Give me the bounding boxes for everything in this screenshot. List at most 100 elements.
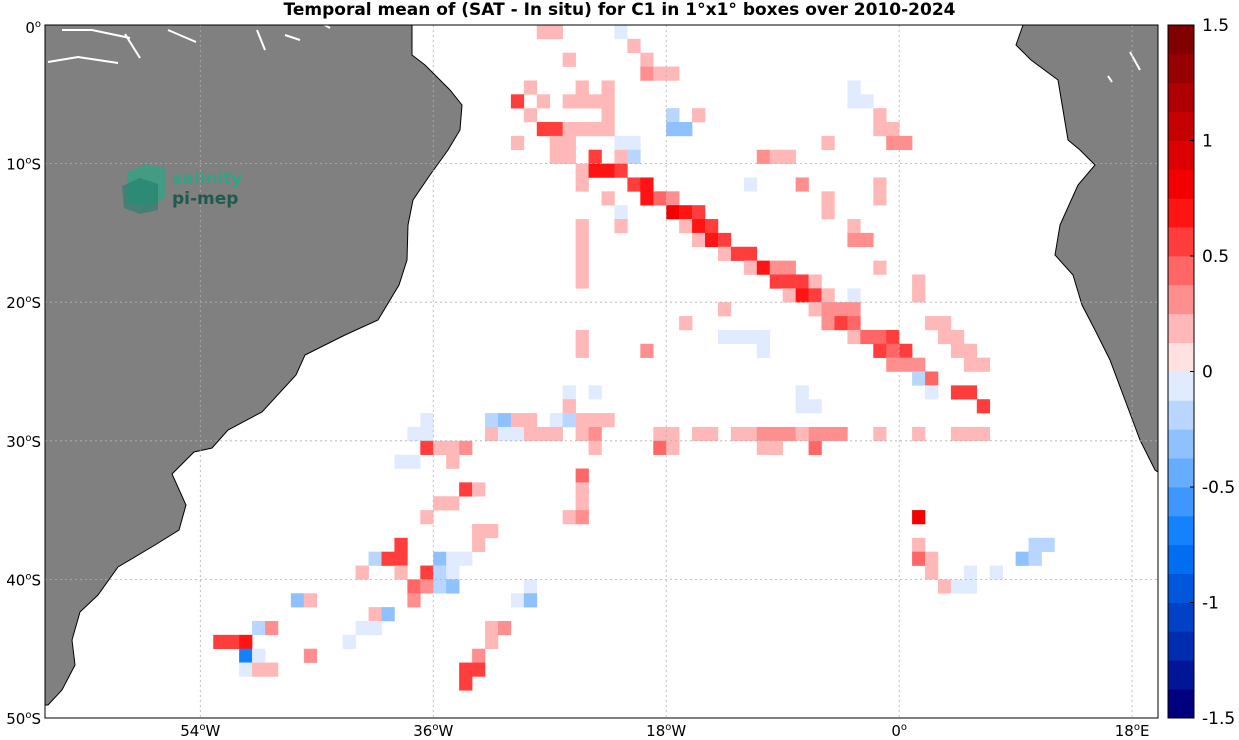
colorbar-segment xyxy=(1168,140,1194,170)
heatmap-cell xyxy=(963,565,978,580)
heatmap-cell xyxy=(821,426,835,442)
heatmap-cell xyxy=(989,565,1003,580)
heatmap-cell xyxy=(640,66,654,81)
heatmap-cell xyxy=(743,177,758,192)
heatmap-cell xyxy=(925,316,939,331)
heatmap-cell xyxy=(420,413,434,428)
heatmap-cell xyxy=(717,246,732,261)
heatmap-cell xyxy=(886,122,900,137)
heatmap-cell xyxy=(433,551,447,566)
heatmap-cell xyxy=(549,25,563,40)
colorbar-segment xyxy=(1168,53,1194,84)
heatmap-cell xyxy=(407,579,421,594)
heatmap-cell xyxy=(575,94,589,109)
heatmap-cell xyxy=(627,135,641,151)
heatmap-cell xyxy=(666,66,680,81)
heatmap-cell xyxy=(290,593,305,608)
logo-line1: salinity xyxy=(172,169,242,189)
heatmap-cell xyxy=(355,620,369,636)
colorbar-segment xyxy=(1168,284,1194,315)
heatmap-cell xyxy=(743,260,758,275)
heatmap-cell xyxy=(950,343,965,358)
colorbar-tick-label: 0 xyxy=(1202,363,1213,383)
heatmap-cell xyxy=(549,135,563,151)
colorbar-segment xyxy=(1168,342,1194,372)
heatmap-cell xyxy=(640,343,654,358)
colorbar-segment xyxy=(1168,198,1194,228)
heatmap-cell xyxy=(743,329,758,345)
heatmap-cell xyxy=(381,551,395,566)
heatmap-cell xyxy=(342,634,356,649)
heatmap-cell xyxy=(640,191,654,206)
heatmap-cell xyxy=(575,163,589,178)
heatmap-cell xyxy=(912,426,926,442)
heatmap-cell xyxy=(575,343,589,358)
heatmap-cell xyxy=(666,205,680,220)
heatmap-cell xyxy=(575,122,589,137)
heatmap-cell xyxy=(575,274,589,289)
heatmap-cell xyxy=(899,357,913,372)
heatmap-cell xyxy=(847,288,861,303)
heatmap-cell xyxy=(575,426,589,442)
heatmap-cell xyxy=(873,177,887,192)
heatmap-cell xyxy=(239,634,253,649)
logo-line2: pi-mep xyxy=(172,189,238,209)
heatmap-cell xyxy=(756,440,771,455)
heatmap-cell xyxy=(782,260,796,275)
heatmap-cell xyxy=(523,426,538,442)
heatmap-cell xyxy=(601,122,615,137)
colorbar-tick-label: -0.5 xyxy=(1202,478,1235,498)
heatmap-cell xyxy=(562,413,576,428)
heatmap-cell xyxy=(575,482,589,497)
heatmap-cell xyxy=(252,662,266,677)
colorbar-segment xyxy=(1168,169,1194,199)
heatmap-cell xyxy=(705,232,719,248)
heatmap-cell xyxy=(446,440,460,455)
heatmap-cell xyxy=(549,426,563,442)
heatmap-cell xyxy=(562,149,576,164)
heatmap-cell xyxy=(653,191,667,206)
heatmap-cell xyxy=(575,80,589,95)
heatmap-cell xyxy=(782,426,796,442)
heatmap-cell xyxy=(705,219,719,234)
heatmap-cell xyxy=(239,662,253,677)
lon-tick-label: 18oE xyxy=(1115,722,1150,740)
heatmap-cell xyxy=(265,620,279,636)
heatmap-cell xyxy=(705,426,719,442)
heatmap-cell xyxy=(575,246,589,261)
heatmap-cell xyxy=(588,94,602,109)
heatmap-cell xyxy=(459,440,473,455)
heatmap-cell xyxy=(549,149,563,164)
heatmap-cell xyxy=(769,260,783,275)
heatmap-cell xyxy=(588,440,602,455)
heatmap-cell xyxy=(355,565,369,580)
colorbar-segment xyxy=(1168,487,1194,517)
heatmap-cell xyxy=(588,426,602,442)
heatmap-cell xyxy=(963,385,978,400)
heatmap-cell xyxy=(575,260,589,275)
heatmap-cell xyxy=(950,426,965,442)
heatmap-cell xyxy=(808,302,822,317)
heatmap-cell xyxy=(446,496,460,511)
heatmap-cell xyxy=(575,177,589,192)
heatmap-cell xyxy=(510,135,525,151)
colorbar-labels: 1.5 1 0.5 0 -0.5 -1 -1.5 xyxy=(1190,16,1235,729)
heatmap-cell xyxy=(950,579,965,594)
heatmap-cell xyxy=(213,634,227,649)
colorbar-segment xyxy=(1168,429,1194,459)
colorbar-tick-label: 0.5 xyxy=(1202,247,1229,267)
heatmap-cell xyxy=(860,329,874,345)
heatmap-cell xyxy=(601,80,615,95)
heatmap-cell xyxy=(588,149,602,164)
heatmap-cells xyxy=(213,25,1055,691)
heatmap-cell xyxy=(562,399,576,414)
heatmap-cell xyxy=(756,343,771,358)
heatmap-cell xyxy=(1041,537,1055,552)
heatmap-cell xyxy=(394,537,408,552)
lat-tick-label: 20oS xyxy=(6,294,41,312)
lon-tick-label: 0o xyxy=(891,722,907,740)
colorbar-segment xyxy=(1168,544,1194,575)
heatmap-cell xyxy=(666,440,680,455)
heatmap-cell xyxy=(523,108,538,123)
heatmap-cell xyxy=(692,205,706,220)
